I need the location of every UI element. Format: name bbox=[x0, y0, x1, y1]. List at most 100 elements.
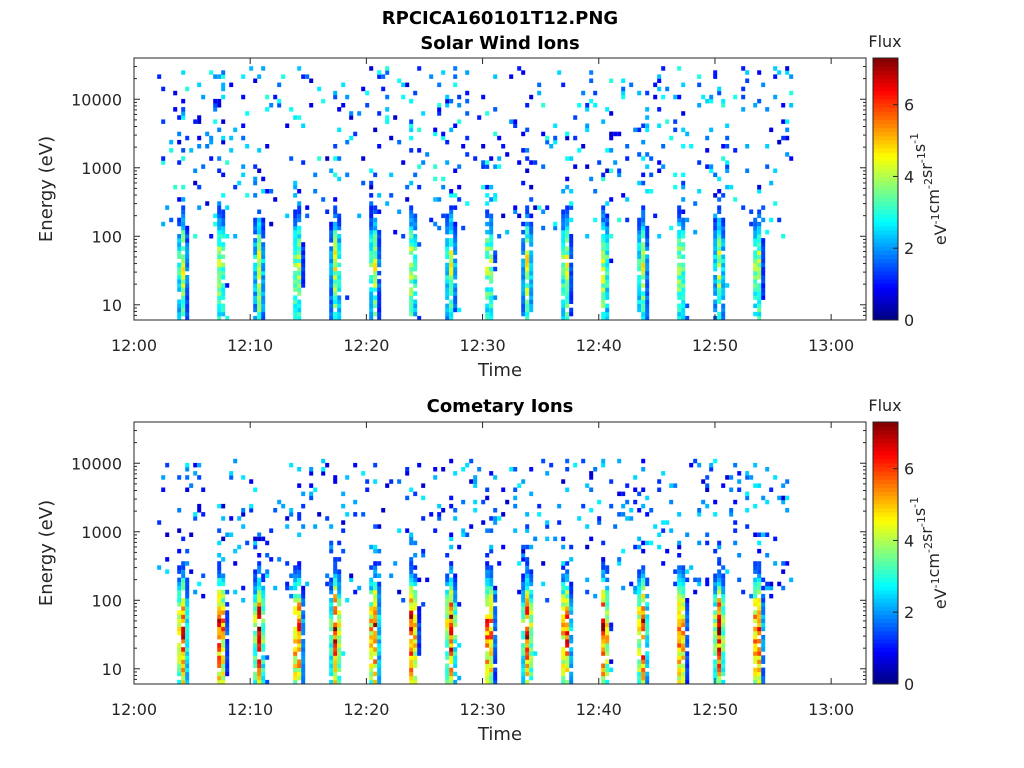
heatmap-cell bbox=[457, 602, 462, 607]
heatmap-cell bbox=[221, 283, 226, 288]
heatmap-cell bbox=[713, 630, 718, 636]
heatmap-cell bbox=[717, 544, 722, 550]
heatmap-cell bbox=[253, 634, 258, 640]
heatmap-cell bbox=[413, 602, 418, 607]
heatmap-cell bbox=[729, 487, 734, 492]
heatmap-cell bbox=[453, 610, 458, 615]
heatmap-cell bbox=[273, 197, 278, 202]
heatmap-cell bbox=[413, 242, 418, 247]
heatmap-cell bbox=[761, 598, 766, 603]
heatmap-cell bbox=[329, 275, 334, 280]
heatmap-cell bbox=[337, 176, 342, 182]
heatmap-cell bbox=[457, 164, 462, 169]
heatmap-cell bbox=[257, 630, 262, 636]
heatmap-cell bbox=[253, 270, 258, 276]
heatmap-cell bbox=[381, 74, 386, 79]
heatmap-cell bbox=[485, 659, 490, 664]
heatmap-cell bbox=[221, 209, 226, 214]
heatmap-cell bbox=[257, 626, 262, 632]
heatmap-cell bbox=[617, 458, 622, 464]
heatmap-cell bbox=[333, 225, 338, 231]
heatmap-cell bbox=[705, 503, 710, 509]
colorbar-label-exponent: -1 bbox=[915, 516, 928, 527]
heatmap-cell bbox=[761, 205, 766, 210]
heatmap-cell bbox=[605, 610, 610, 615]
heatmap-cell bbox=[777, 495, 782, 501]
heatmap-cell bbox=[577, 103, 582, 108]
heatmap-cell bbox=[757, 675, 762, 681]
heatmap-cell bbox=[705, 135, 710, 141]
heatmap-cell bbox=[781, 483, 786, 488]
heatmap-cell bbox=[409, 299, 414, 304]
heatmap-cell bbox=[409, 487, 414, 492]
heatmap-cell bbox=[757, 573, 762, 578]
heatmap-cell bbox=[617, 168, 622, 173]
heatmap-cell bbox=[721, 156, 726, 161]
heatmap-cell bbox=[221, 643, 226, 648]
heatmap-cell bbox=[641, 585, 646, 591]
colorbar-swatch bbox=[873, 250, 898, 255]
heatmap-cell bbox=[377, 606, 382, 611]
heatmap-cell bbox=[485, 618, 490, 623]
heatmap-cell bbox=[569, 639, 574, 644]
colorbar-swatch bbox=[873, 585, 898, 591]
heatmap-cell bbox=[221, 86, 226, 92]
heatmap-cell bbox=[629, 516, 634, 521]
heatmap-cell bbox=[677, 643, 682, 648]
heatmap-cell bbox=[409, 148, 414, 153]
heatmap-cell bbox=[397, 528, 402, 533]
heatmap-cell bbox=[713, 614, 718, 619]
heatmap-cell bbox=[761, 254, 766, 259]
heatmap-cell bbox=[489, 573, 494, 578]
heatmap-cell bbox=[261, 602, 266, 607]
heatmap-cell bbox=[537, 503, 542, 509]
heatmap-cell bbox=[413, 172, 418, 178]
heatmap-cell bbox=[757, 671, 762, 677]
heatmap-cell bbox=[293, 242, 298, 247]
heatmap-cell bbox=[497, 234, 502, 239]
heatmap-cell bbox=[369, 209, 374, 214]
heatmap-cell bbox=[453, 225, 458, 231]
heatmap-cell bbox=[297, 246, 302, 251]
heatmap-cell bbox=[257, 74, 262, 79]
heatmap-cell bbox=[329, 246, 334, 251]
heatmap-cell bbox=[721, 262, 726, 268]
heatmap-cell bbox=[337, 238, 342, 243]
colorbar-tick-label: 0 bbox=[904, 675, 914, 694]
heatmap-cell bbox=[685, 303, 690, 309]
heatmap-cell bbox=[257, 217, 262, 223]
heatmap-cell bbox=[561, 671, 566, 677]
heatmap-cell bbox=[561, 287, 566, 292]
heatmap-cell bbox=[761, 671, 766, 677]
heatmap-cell bbox=[605, 659, 610, 664]
colorbar-tick-label: 2 bbox=[904, 239, 914, 258]
heatmap-cell bbox=[717, 197, 722, 202]
heatmap-cell bbox=[293, 193, 298, 198]
heatmap-cell bbox=[301, 254, 306, 259]
heatmap-cell bbox=[449, 569, 454, 574]
heatmap-cell bbox=[225, 315, 230, 321]
heatmap-cell bbox=[465, 90, 470, 96]
heatmap-cell bbox=[525, 561, 530, 566]
heatmap-cell bbox=[721, 643, 726, 648]
heatmap-cell bbox=[449, 630, 454, 636]
heatmap-cell bbox=[681, 82, 686, 88]
heatmap-cell bbox=[225, 651, 230, 656]
heatmap-cell bbox=[757, 606, 762, 611]
heatmap-cell bbox=[569, 254, 574, 259]
heatmap-cell bbox=[681, 254, 686, 259]
heatmap-cell bbox=[217, 217, 222, 223]
heatmap-cell bbox=[413, 626, 418, 632]
heatmap-cell bbox=[717, 283, 722, 288]
heatmap-cell bbox=[453, 168, 458, 173]
heatmap-cell bbox=[217, 275, 222, 280]
heatmap-cell bbox=[777, 70, 782, 75]
heatmap-cell bbox=[217, 229, 222, 235]
heatmap-cell bbox=[453, 655, 458, 660]
heatmap-cell bbox=[409, 270, 414, 276]
heatmap-cell bbox=[193, 462, 198, 468]
heatmap-cell bbox=[217, 569, 222, 574]
heatmap-cell bbox=[485, 315, 490, 321]
heatmap-cell bbox=[617, 491, 622, 497]
heatmap-cell bbox=[453, 205, 458, 210]
